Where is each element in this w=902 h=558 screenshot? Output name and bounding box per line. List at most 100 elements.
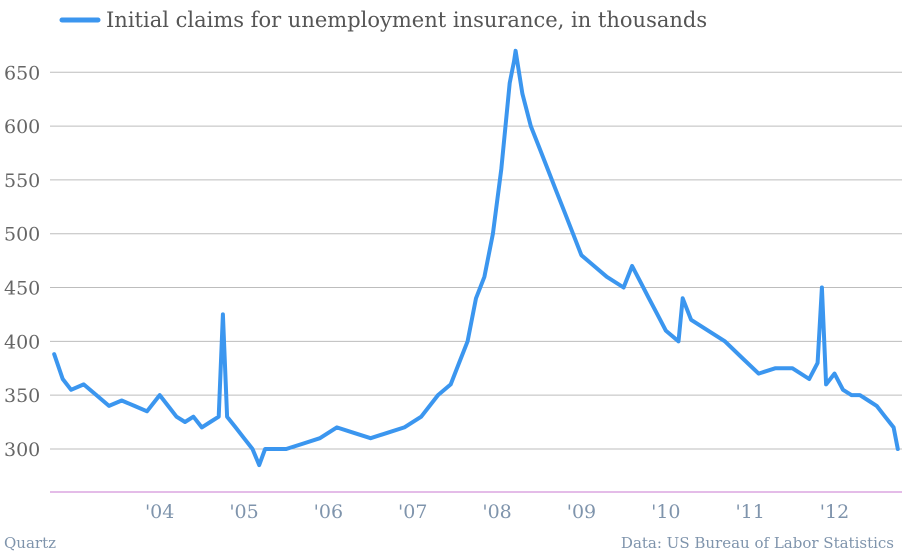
- data-point: [638, 280, 643, 284]
- data-point: [457, 361, 461, 365]
- chart-legend: Initial claims for unemployment insuranc…: [59, 8, 707, 32]
- y-tick-label: 300: [4, 439, 40, 461]
- data-point: [225, 415, 229, 419]
- x-tick-label: '11: [735, 501, 764, 523]
- data-point: [301, 442, 305, 446]
- data-point: [773, 366, 778, 370]
- data-point: [858, 393, 862, 397]
- data-point: [208, 420, 212, 424]
- y-axis-ticks: 300 350 400 450 500 550 600 650: [4, 62, 40, 461]
- data-point: [883, 415, 887, 419]
- data-point: [866, 398, 870, 403]
- data-point: [571, 232, 575, 236]
- y-tick-label: 350: [4, 385, 40, 407]
- data-point: [740, 355, 744, 360]
- data-point: [352, 431, 356, 435]
- x-tick-label: '07: [398, 501, 427, 523]
- data-point: [242, 436, 246, 440]
- data-point: [841, 388, 845, 392]
- data-point: [706, 329, 710, 333]
- data-point: [824, 382, 828, 386]
- data-point: [234, 425, 238, 429]
- x-tick-label: '10: [651, 501, 680, 523]
- data-point: [529, 124, 533, 128]
- data-point: [174, 415, 179, 419]
- x-tick-label: '12: [820, 501, 849, 523]
- data-point: [605, 275, 609, 279]
- data-point: [499, 167, 503, 171]
- data-point: [107, 404, 111, 408]
- y-tick-label: 600: [4, 116, 40, 138]
- data-point: [647, 296, 651, 300]
- gridlines: [50, 71, 902, 450]
- footer-source: Data: US Bureau of Labor Statistics: [621, 534, 894, 552]
- x-tick-label: '09: [567, 501, 596, 523]
- data-point: [145, 409, 149, 413]
- data-point: [816, 361, 820, 365]
- data-point: [875, 404, 879, 408]
- data-point: [482, 275, 486, 279]
- data-point: [466, 339, 470, 343]
- data-point: [622, 285, 626, 290]
- data-point: [61, 377, 65, 381]
- y-tick-label: 500: [4, 224, 40, 246]
- data-point: [592, 264, 596, 268]
- data-point: [508, 81, 512, 85]
- data-point: [689, 318, 693, 322]
- data-point: [284, 447, 288, 451]
- data-point: [402, 425, 406, 429]
- data-point: [436, 393, 440, 397]
- data-point: [132, 404, 136, 408]
- data-point: [217, 415, 221, 419]
- data-point: [790, 366, 794, 370]
- data-point: [849, 393, 854, 397]
- data-point: [158, 393, 162, 397]
- data-point: [554, 189, 558, 193]
- data-point: [474, 296, 478, 300]
- data-point: [419, 415, 423, 419]
- data-point: [120, 398, 124, 403]
- data-point: [263, 447, 267, 451]
- data-point: [676, 339, 681, 343]
- data-point: [514, 49, 518, 53]
- y-tick-label: 650: [4, 62, 40, 84]
- data-point: [630, 264, 634, 268]
- data-point: [491, 232, 495, 236]
- x-tick-label: '05: [229, 501, 258, 523]
- data-point: [82, 382, 86, 386]
- data-point: [579, 253, 584, 257]
- data-point: [52, 352, 56, 356]
- data-point: [546, 167, 550, 171]
- footer-brand: Quartz: [4, 534, 56, 552]
- data-point: [271, 447, 276, 451]
- y-tick-label: 450: [4, 278, 40, 300]
- data-point: [892, 425, 896, 429]
- series-line: [52, 48, 900, 468]
- data-point: [335, 425, 339, 429]
- data-point: [369, 436, 373, 440]
- data-point: [537, 146, 541, 150]
- data-point: [655, 312, 660, 316]
- data-point: [449, 382, 453, 386]
- y-tick-label: 550: [4, 170, 40, 192]
- data-point: [250, 447, 255, 451]
- data-point: [832, 372, 837, 376]
- data-point: [257, 463, 261, 467]
- x-axis-ticks: '04'05'06'07'08'09'10'11'12'13: [145, 501, 849, 523]
- data-point: [512, 59, 516, 64]
- legend-label: Initial claims for unemployment insuranc…: [106, 8, 707, 32]
- data-point: [723, 339, 727, 343]
- data-point: [183, 420, 187, 424]
- data-point: [520, 92, 525, 96]
- data-point: [664, 329, 668, 333]
- data-point: [166, 404, 170, 408]
- data-point: [94, 393, 98, 397]
- x-tick-label: '06: [314, 501, 343, 523]
- data-point: [563, 210, 567, 214]
- data-point: [385, 431, 389, 435]
- x-tick-label: '04: [145, 501, 174, 523]
- data-point: [200, 425, 204, 429]
- data-point: [221, 312, 225, 316]
- y-tick-label: 400: [4, 331, 40, 353]
